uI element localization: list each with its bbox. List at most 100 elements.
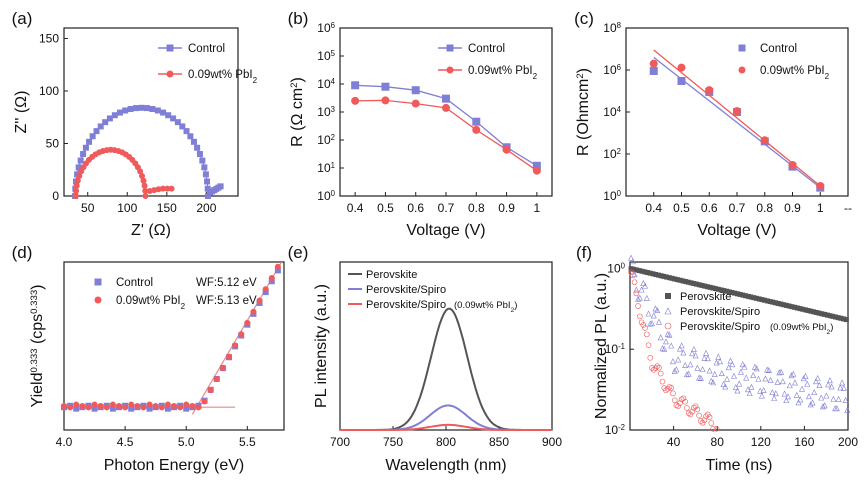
- panel-f-point: [755, 375, 762, 382]
- panel-d-point: [183, 401, 190, 408]
- panel-f-point: [743, 374, 750, 381]
- panel-f-point: [762, 375, 769, 382]
- panel-f-point: [841, 316, 847, 322]
- panel-d-point: [109, 401, 116, 408]
- panel-f-legend-marker: [665, 293, 671, 299]
- panel-a-point: [82, 144, 89, 151]
- panel-f-legend-label: Perovskite/Spiro: [680, 306, 760, 318]
- panel-e-legend-note: (0.09wt% PbI2): [454, 300, 517, 314]
- panel-a-point: [133, 105, 140, 112]
- panel-d-ylabel: Yield0.333 (cps0.333): [29, 284, 47, 407]
- panel-a-point: [204, 178, 211, 185]
- panel-c-ytick-exp: 6: [617, 63, 621, 72]
- panel-c-ylabel-part: R (Ohmcm: [575, 79, 592, 156]
- panel-f-point: [830, 395, 837, 402]
- panel-d-point: [250, 308, 257, 315]
- panel-f-ylabel: Normalized PL (a.u.): [593, 273, 610, 419]
- panel-a-point: [86, 138, 93, 145]
- panel-b-ytick-label: 101: [317, 161, 335, 176]
- panel-d-point: [238, 331, 245, 338]
- panel-f-point: [813, 309, 819, 315]
- panel-f-point: [631, 279, 638, 286]
- panel-f-point: [643, 331, 650, 338]
- panel-f-point: [693, 281, 699, 287]
- panel-f-point: [773, 300, 779, 306]
- panel-f-point: [750, 372, 757, 379]
- panel-a-legend-pbi2-label: 0.09wt% PbI2: [188, 69, 258, 85]
- panel-b-ytick-exp: 6: [331, 21, 335, 30]
- panel-a-point: [165, 112, 172, 119]
- panel-f-point: [726, 289, 732, 295]
- panel-f-point: [673, 366, 680, 373]
- panel-f-point: [794, 305, 800, 311]
- panel-b-ytick-exp: 5: [331, 49, 336, 58]
- panel-c-ytick-base: 10: [603, 189, 617, 203]
- panel-d-wf-control: WF:5.12 eV: [196, 277, 257, 289]
- panel-f-point: [764, 366, 771, 373]
- panel-a-point: [89, 133, 96, 140]
- panel-f-point: [837, 384, 844, 391]
- panel-f-point: [739, 361, 746, 368]
- panel-f-point: [670, 390, 676, 397]
- panel-f-point: [640, 280, 647, 286]
- panel-f-point: [748, 383, 755, 390]
- panel-b-ytick-label: 103: [317, 105, 335, 120]
- panel-a-ytick-label: 150: [39, 32, 59, 46]
- panel-d-point: [116, 403, 122, 409]
- panel-f-point: [643, 294, 650, 301]
- panel-d-point: [158, 404, 165, 411]
- panel-a-point: [183, 128, 190, 135]
- panel-f-point: [751, 363, 758, 370]
- panel-a-point: [97, 123, 104, 130]
- panel-d-point: [128, 405, 135, 412]
- panel-b-point: [381, 96, 390, 105]
- panel-a-point: [80, 151, 87, 158]
- panel-f-point: [838, 315, 844, 321]
- panel-f-point: [819, 403, 826, 410]
- panel-f-point: [683, 279, 689, 285]
- panel-f-point: [811, 309, 817, 315]
- panel-e-legend-note-part: (0.09wt% PbI: [454, 300, 511, 311]
- panel-d-legend-pbi2-label: 0.09wt% PbI2: [116, 295, 186, 311]
- panel-f-point: [713, 425, 720, 432]
- panel-f-point: [671, 367, 678, 374]
- panel-a-xtick-label: 200: [196, 201, 216, 215]
- panel-f-point: [664, 330, 671, 337]
- panel-b-point: [532, 166, 541, 175]
- panel-f-point: [696, 412, 702, 419]
- panel-d-point: [262, 286, 269, 293]
- panel-f-point: [650, 271, 656, 277]
- panel-e-label: (e): [288, 243, 309, 262]
- panel-b-xtick-label: 0.5: [377, 201, 394, 215]
- panel-a-frame: [63, 27, 239, 197]
- panel-f-legend-marker: [664, 322, 672, 330]
- panel-f-legend-note-part: 2: [827, 329, 831, 336]
- panel-f-point: [654, 363, 661, 369]
- panel-f-point: [706, 414, 713, 420]
- panel-f-point: [684, 405, 690, 411]
- panel-f-point: [677, 400, 683, 406]
- panel-c-point: [760, 136, 769, 145]
- panel-b-point: [351, 96, 360, 105]
- panel-f-legend-note-part: (0.09wt% PbI: [770, 322, 827, 333]
- panel-f-point: [835, 315, 841, 321]
- panel-f-point: [741, 363, 748, 370]
- panel-f-point: [669, 275, 675, 281]
- panel-f-point: [685, 279, 691, 285]
- panel-f-point: [756, 296, 762, 302]
- panel-a-point: [179, 123, 186, 130]
- panel-d-point: [97, 403, 104, 409]
- panel-f-point: [638, 286, 645, 293]
- panel-f-point: [628, 266, 634, 272]
- panel-b-xtick-label: 0.6: [407, 201, 424, 215]
- panel-c-legend-control-label-part: Control: [760, 43, 797, 55]
- panel-f-point: [675, 356, 682, 363]
- panel-f-point: [745, 293, 751, 299]
- panel-f-point: [657, 370, 664, 377]
- panel-f-point: [797, 306, 803, 312]
- panel-d-ylabel-part: 0.333: [29, 349, 40, 373]
- panel-f-point: [698, 418, 704, 424]
- panel-a-point: [204, 193, 211, 199]
- panel-f-point: [800, 306, 806, 312]
- panel-f-point: [839, 379, 846, 386]
